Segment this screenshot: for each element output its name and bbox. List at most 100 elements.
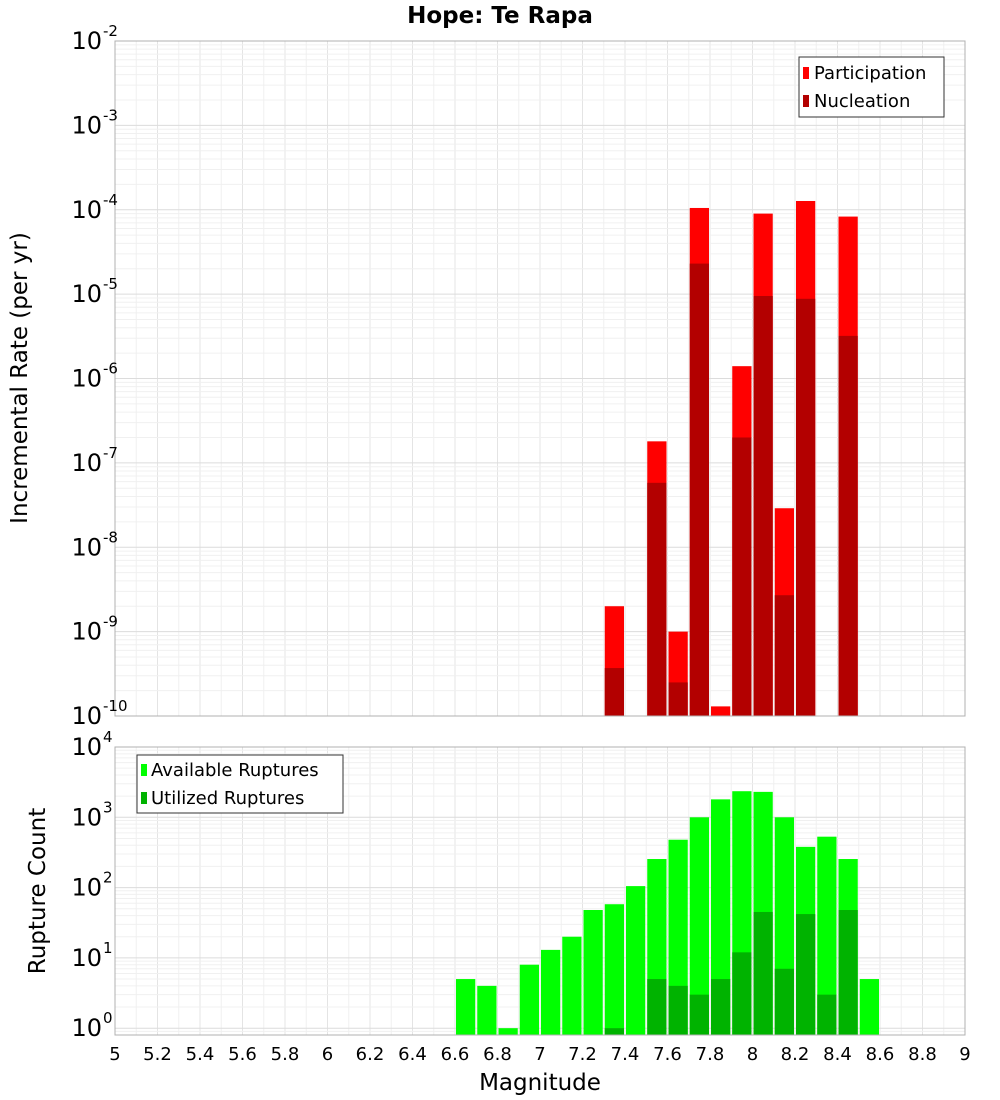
y-tick-exponent: -2 [103, 22, 118, 40]
y-tick-label: 10 [71, 702, 102, 730]
y-tick-label: 10 [71, 944, 102, 972]
legend-label-utilized-ruptures: Utilized Ruptures [151, 788, 304, 809]
chart-title: Hope: Te Rapa [407, 3, 593, 29]
y-tick-exponent: -8 [103, 528, 118, 546]
bottom-legend: Available Ruptures Utilized Ruptures [136, 754, 344, 814]
bar-available-ruptures-7.45 [626, 886, 646, 1035]
y-tick-label: 10 [71, 449, 102, 477]
bottom-bars [456, 791, 879, 1035]
bar-available-ruptures-8.35 [817, 836, 837, 1035]
bar-nucleation-7.75 [689, 263, 709, 716]
x-tick-label: 7.8 [696, 1044, 725, 1065]
x-tick-label: 8.8 [908, 1044, 937, 1065]
bar-utilized-ruptures-7.85 [711, 979, 731, 1035]
bar-utilized-ruptures-8.05 [753, 911, 773, 1035]
bar-utilized-ruptures-8.15 [774, 968, 794, 1035]
legend-label-participation: Participation [814, 63, 926, 84]
legend-label-available-ruptures: Available Ruptures [151, 760, 319, 781]
bar-utilized-ruptures-7.35 [604, 1028, 624, 1035]
x-tick-label: 8.4 [823, 1044, 852, 1065]
y-tick-label: 10 [71, 803, 102, 831]
y-tick-label: 10 [71, 196, 102, 224]
bar-nucleation-8.45 [838, 335, 858, 716]
top-plot-frame [114, 40, 966, 717]
y-tick-label: 10 [71, 733, 102, 761]
bar-utilized-ruptures-8.25 [796, 914, 816, 1035]
legend-swatch-nucleation [803, 95, 809, 107]
bottom-y-axis-label: Rupture Count [25, 808, 51, 974]
x-tick-label: 6.8 [483, 1044, 512, 1065]
x-tick-label: 7.4 [611, 1044, 640, 1065]
bar-nucleation-8.05 [753, 296, 773, 716]
bar-utilized-ruptures-7.95 [732, 952, 752, 1035]
bar-nucleation-8.15 [774, 595, 794, 716]
y-tick-exponent: 2 [103, 869, 113, 887]
bar-utilized-ruptures-7.75 [689, 994, 709, 1035]
y-tick-exponent: 3 [103, 798, 113, 816]
bar-utilized-ruptures-8.45 [838, 910, 858, 1035]
y-tick-label: 10 [71, 111, 102, 139]
top-y-axis-label: Incremental Rate (per yr) [7, 232, 33, 524]
y-tick-exponent: -3 [103, 106, 118, 124]
y-tick-label: 10 [71, 874, 102, 902]
top-legend: Participation Nucleation [798, 56, 945, 118]
y-tick-exponent: -10 [103, 697, 128, 715]
y-tick-exponent: -9 [103, 613, 118, 631]
legend-swatch-utilized-ruptures [141, 792, 147, 804]
y-tick-exponent: -7 [103, 444, 118, 462]
x-tick-label: 7 [534, 1044, 545, 1065]
bar-available-ruptures-7.85 [711, 799, 731, 1035]
bar-available-ruptures-6.65 [456, 979, 476, 1035]
x-tick-label: 8.6 [866, 1044, 895, 1065]
x-tick-label: 5 [109, 1044, 120, 1065]
top-gridlines [114, 40, 966, 717]
bar-utilized-ruptures-7.55 [647, 979, 667, 1035]
bar-available-ruptures-6.75 [477, 985, 497, 1035]
bar-participation-7.85 [711, 706, 731, 716]
bar-nucleation-7.55 [647, 482, 667, 716]
bar-available-ruptures-8.55 [859, 979, 879, 1035]
x-tick-label: 6.4 [398, 1044, 427, 1065]
top-bars [604, 200, 858, 717]
y-tick-label: 10 [71, 1014, 102, 1042]
x-tick-label: 8 [747, 1044, 758, 1065]
x-tick-label: 7.2 [568, 1044, 597, 1065]
y-tick-exponent: 0 [103, 1009, 113, 1027]
x-tick-label: 9 [959, 1044, 970, 1065]
bar-nucleation-7.35 [604, 668, 624, 716]
x-axis-label: Magnitude [479, 1070, 601, 1096]
top-legend-box [798, 56, 945, 118]
x-tick-labels: 5 5.2 5.4 5.6 5.8 6 6.2 6.4 6.6 6.8 7 7.2 7.4 7.6 7.8 8… [109, 1044, 970, 1065]
bar-available-ruptures-6.85 [498, 1028, 518, 1035]
x-tick-label: 5.8 [271, 1044, 300, 1065]
x-tick-label: 5.2 [143, 1044, 172, 1065]
x-tick-label: 6.6 [441, 1044, 470, 1065]
y-tick-exponent: -5 [103, 275, 118, 293]
y-tick-label: 10 [71, 533, 102, 561]
x-tick-label: 5.6 [228, 1044, 257, 1065]
y-tick-label: 10 [71, 27, 102, 55]
legend-swatch-participation [803, 67, 809, 79]
bar-available-ruptures-7.75 [689, 817, 709, 1035]
bar-utilized-ruptures-7.65 [668, 985, 688, 1035]
y-tick-exponent: 4 [103, 728, 113, 746]
bar-available-ruptures-7.25 [583, 910, 603, 1035]
legend-swatch-available-ruptures [141, 764, 147, 776]
y-tick-label: 10 [71, 618, 102, 646]
bar-available-ruptures-7.35 [604, 904, 624, 1035]
x-tick-label: 6.2 [356, 1044, 385, 1065]
y-tick-label: 10 [71, 280, 102, 308]
x-tick-label: 8.2 [781, 1044, 810, 1065]
x-tick-label: 5.4 [186, 1044, 215, 1065]
x-tick-label: 6 [322, 1044, 333, 1065]
y-tick-exponent: 1 [103, 939, 113, 957]
y-tick-exponent: -6 [103, 360, 118, 378]
bar-utilized-ruptures-8.35 [817, 994, 837, 1035]
y-tick-label: 10 [71, 365, 102, 393]
bottom-legend-box [136, 754, 344, 814]
bar-nucleation-8.25 [796, 298, 816, 716]
